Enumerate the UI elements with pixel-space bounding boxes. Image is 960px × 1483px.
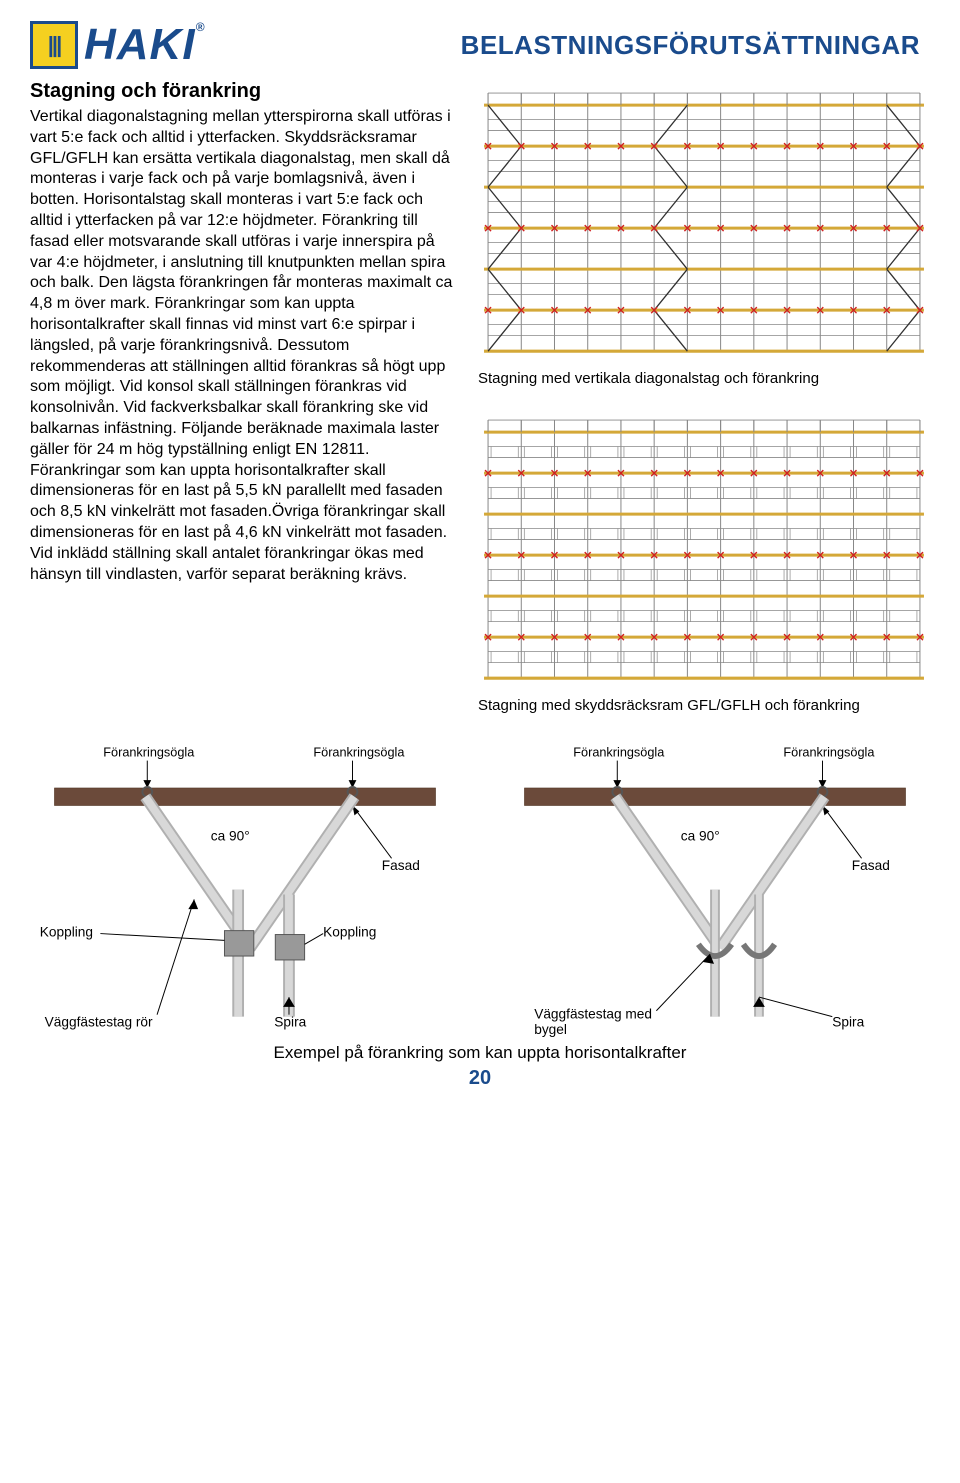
logo-mark: |||	[30, 21, 78, 69]
svg-text:Fasad: Fasad	[852, 859, 890, 874]
caption-diagram2: Stagning med skyddsräcksram GFL/GFLH och…	[478, 696, 930, 716]
body-text: Vertikal diagonalstagning mellan yttersp…	[30, 107, 460, 585]
svg-text:Väggfästestag med: Väggfästestag med	[534, 1007, 652, 1022]
svg-text:Förankringsögla: Förankringsögla	[103, 746, 195, 760]
svg-text:Spira: Spira	[274, 1015, 306, 1030]
svg-text:Förankringsögla: Förankringsögla	[313, 746, 405, 760]
svg-text:Spira: Spira	[832, 1015, 864, 1030]
svg-text:Förankringsögla: Förankringsögla	[783, 746, 875, 760]
brand-logo: ||| HAKI®	[30, 20, 205, 70]
svg-text:Koppling: Koppling	[40, 925, 93, 940]
anchor-diagram-tube: Förankringsögla Förankringsögla ca 90° Fasa…	[30, 743, 460, 1036]
svg-text:ca 90°: ca 90°	[681, 829, 720, 844]
svg-text:Väggfästestag rör: Väggfästestag rör	[45, 1015, 153, 1030]
anchor-diagram-bygel: Förankringsögla Förankringsögla ca 90° Fasa…	[500, 743, 930, 1036]
section-heading: Stagning och förankring	[30, 80, 460, 103]
page-number: 20	[30, 1067, 930, 1090]
diagram-bracing-gfl	[478, 407, 930, 688]
logo-text: HAKI®	[84, 20, 205, 70]
caption-diagram1: Stagning med vertikala diagonalstag och …	[478, 369, 930, 389]
page-title: BELASTNINGSFÖRUTSÄTTNINGAR	[461, 30, 920, 61]
svg-text:Koppling: Koppling	[323, 925, 376, 940]
svg-text:bygel: bygel	[534, 1023, 567, 1037]
svg-text:ca 90°: ca 90°	[211, 829, 250, 844]
bottom-caption: Exempel på förankring som kan uppta hori…	[30, 1043, 930, 1063]
svg-text:Förankringsögla: Förankringsögla	[573, 746, 665, 760]
svg-text:Fasad: Fasad	[382, 859, 420, 874]
diagram-bracing-diagonal	[478, 80, 930, 361]
